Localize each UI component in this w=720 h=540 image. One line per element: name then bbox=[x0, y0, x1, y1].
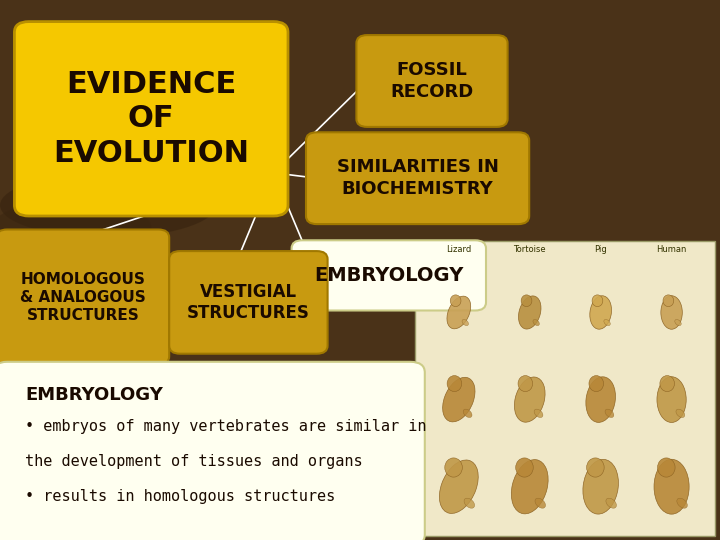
Ellipse shape bbox=[443, 377, 475, 422]
Ellipse shape bbox=[676, 409, 685, 417]
Text: EMBRYOLOGY: EMBRYOLOGY bbox=[25, 386, 163, 404]
Ellipse shape bbox=[518, 376, 533, 392]
Ellipse shape bbox=[660, 376, 675, 392]
Ellipse shape bbox=[0, 173, 216, 238]
Ellipse shape bbox=[657, 458, 675, 477]
Ellipse shape bbox=[604, 320, 611, 326]
Ellipse shape bbox=[534, 409, 543, 417]
Ellipse shape bbox=[447, 296, 471, 329]
Text: EVIDENCE
OF
EVOLUTION: EVIDENCE OF EVOLUTION bbox=[53, 70, 249, 168]
Text: HOMOLOGOUS
& ANALOGOUS
STRUCTURES: HOMOLOGOUS & ANALOGOUS STRUCTURES bbox=[20, 272, 145, 322]
Ellipse shape bbox=[463, 409, 472, 417]
Ellipse shape bbox=[464, 498, 474, 508]
Text: Tortoise: Tortoise bbox=[513, 245, 546, 254]
Ellipse shape bbox=[439, 460, 478, 514]
Text: SIMILARITIES IN
BIOCHEMISTRY: SIMILARITIES IN BIOCHEMISTRY bbox=[337, 158, 498, 198]
Text: Lizard: Lizard bbox=[446, 245, 472, 254]
Ellipse shape bbox=[514, 377, 545, 422]
Text: • results in homologous structures: • results in homologous structures bbox=[25, 489, 336, 504]
Text: FOSSIL
RECORD: FOSSIL RECORD bbox=[390, 61, 474, 101]
Ellipse shape bbox=[518, 296, 541, 329]
Text: Pig: Pig bbox=[594, 245, 607, 254]
Text: VESTIGIAL
STRUCTURES: VESTIGIAL STRUCTURES bbox=[187, 282, 310, 322]
Ellipse shape bbox=[675, 320, 681, 326]
Ellipse shape bbox=[450, 295, 461, 307]
Ellipse shape bbox=[605, 409, 614, 417]
FancyBboxPatch shape bbox=[14, 22, 288, 216]
FancyBboxPatch shape bbox=[0, 362, 425, 540]
Text: EMBRYOLOGY: EMBRYOLOGY bbox=[314, 266, 464, 285]
FancyBboxPatch shape bbox=[356, 35, 508, 127]
Ellipse shape bbox=[590, 296, 611, 329]
Ellipse shape bbox=[516, 458, 534, 477]
Text: Human: Human bbox=[657, 245, 687, 254]
Ellipse shape bbox=[586, 377, 616, 422]
Text: the development of tissues and organs: the development of tissues and organs bbox=[25, 454, 363, 469]
FancyBboxPatch shape bbox=[306, 132, 529, 224]
Ellipse shape bbox=[606, 498, 616, 508]
Ellipse shape bbox=[592, 295, 603, 307]
FancyBboxPatch shape bbox=[0, 230, 169, 364]
Ellipse shape bbox=[587, 458, 604, 477]
Ellipse shape bbox=[535, 498, 546, 508]
Ellipse shape bbox=[654, 460, 689, 514]
Ellipse shape bbox=[511, 460, 548, 514]
Ellipse shape bbox=[533, 320, 539, 326]
FancyBboxPatch shape bbox=[415, 241, 715, 536]
Text: • embryos of many vertebrates are similar in: • embryos of many vertebrates are simila… bbox=[25, 418, 427, 434]
Ellipse shape bbox=[657, 377, 686, 422]
Ellipse shape bbox=[445, 458, 462, 477]
FancyBboxPatch shape bbox=[169, 251, 328, 354]
Ellipse shape bbox=[583, 460, 618, 514]
Ellipse shape bbox=[521, 295, 532, 307]
FancyBboxPatch shape bbox=[292, 240, 486, 310]
Ellipse shape bbox=[462, 320, 469, 326]
Ellipse shape bbox=[677, 498, 688, 508]
Ellipse shape bbox=[589, 376, 603, 392]
Ellipse shape bbox=[0, 200, 151, 254]
Ellipse shape bbox=[663, 295, 674, 307]
Ellipse shape bbox=[447, 376, 462, 392]
Ellipse shape bbox=[661, 296, 683, 329]
